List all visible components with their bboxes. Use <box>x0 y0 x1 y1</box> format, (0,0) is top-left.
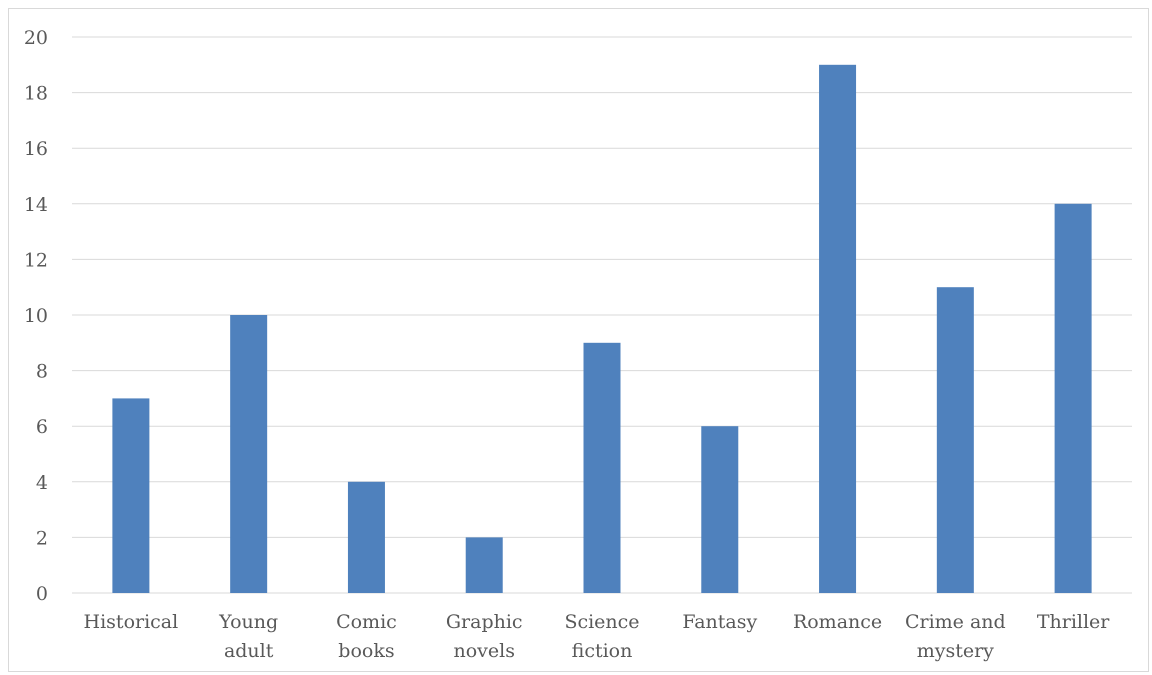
bar <box>112 398 150 593</box>
y-tick-label: 4 <box>36 472 48 494</box>
x-category-label: books <box>338 640 394 662</box>
bar <box>1054 203 1092 594</box>
y-tick-label: 0 <box>36 583 48 605</box>
bar <box>936 287 974 593</box>
y-tick-label: 2 <box>36 527 48 549</box>
bar <box>583 342 621 593</box>
bar <box>819 64 857 594</box>
x-category-label: novels <box>453 640 514 662</box>
x-category-label: adult <box>224 640 274 662</box>
bar <box>701 426 739 593</box>
bars <box>112 64 1092 594</box>
y-axis-tick-labels: 0 2 4 6 8 10 12 14 16 18 20 <box>24 27 48 605</box>
y-tick-label: 14 <box>24 194 48 216</box>
x-category-label: Comic <box>336 611 397 633</box>
x-category-label: fiction <box>572 640 633 662</box>
bar <box>230 315 268 593</box>
x-category-label: Crime and <box>905 611 1006 633</box>
x-category-label: mystery <box>917 640 994 662</box>
x-category-label: Romance <box>793 611 882 633</box>
x-category-label: Science <box>564 611 639 633</box>
x-category-label: Young <box>218 611 278 633</box>
y-tick-label: 12 <box>24 249 48 271</box>
x-category-label: Graphic <box>446 611 523 633</box>
y-tick-label: 8 <box>36 361 48 383</box>
y-tick-label: 20 <box>24 27 48 49</box>
bar <box>347 481 385 593</box>
x-category-label: Fantasy <box>682 611 757 633</box>
y-tick-label: 10 <box>24 305 48 327</box>
x-category-label: Thriller <box>1037 611 1110 633</box>
y-tick-label: 6 <box>36 416 48 438</box>
x-category-label: Historical <box>84 611 179 633</box>
y-tick-label: 18 <box>24 83 48 105</box>
y-tick-label: 16 <box>24 138 48 160</box>
bar <box>465 537 503 593</box>
x-axis-category-labels: Historical Young adult Comic books Graphic nov… <box>84 611 1111 662</box>
